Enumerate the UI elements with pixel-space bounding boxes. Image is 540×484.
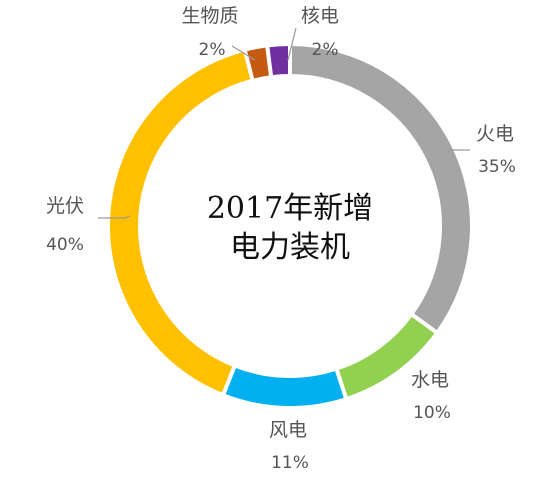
donut-slice-0 xyxy=(288,41,474,336)
leader-line-5 xyxy=(287,27,297,61)
slice-label-pct-4: 2% xyxy=(199,40,226,60)
donut-slice-2 xyxy=(220,362,349,410)
slice-label-name-2: 风电 xyxy=(269,419,307,441)
slice-label-name-4: 生物质 xyxy=(181,5,238,27)
donut-slices xyxy=(106,41,474,410)
slice-label-name-3: 光伏 xyxy=(46,195,84,217)
slice-label-pct-5: 2% xyxy=(312,40,339,60)
slice-label-name-5: 核电 xyxy=(301,5,339,27)
slice-label-name-0: 火电 xyxy=(476,123,514,145)
leader-lines xyxy=(98,27,470,219)
slice-label-pct-0: 35% xyxy=(478,157,516,177)
leader-line-3 xyxy=(98,215,131,219)
slice-label-pct-2: 11% xyxy=(271,453,309,473)
center-title-line-1: 2017年新增 xyxy=(207,191,373,226)
slice-label-pct-3: 40% xyxy=(46,235,84,255)
slice-label-pct-1: 10% xyxy=(413,403,451,423)
slice-label-name-1: 水电 xyxy=(411,369,449,391)
donut-slice-5 xyxy=(264,41,292,80)
leader-line-0 xyxy=(447,149,470,153)
leader-line-4 xyxy=(231,45,256,61)
slice-labels: 火电 35% 水电 10% 风电 11% 光伏 40% 生物质 2% 核电 2% xyxy=(46,5,516,473)
center-title-line-2: 电力装机 xyxy=(230,230,350,265)
